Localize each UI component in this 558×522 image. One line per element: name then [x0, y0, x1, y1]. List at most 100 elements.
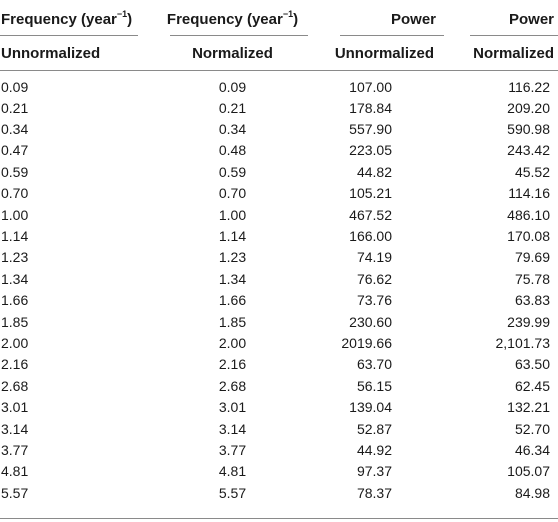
cell-frequency-normalized: 0.34: [218, 121, 247, 138]
cell-frequency-normalized: 5.57: [218, 484, 247, 501]
cell-frequency-unnormalized: 1.00: [1, 206, 29, 223]
cell-power-unnormalized: 74.19: [356, 249, 392, 266]
cell-power-unnormalized: 56.15: [356, 377, 392, 394]
cell-frequency-normalized: 1.85: [218, 313, 247, 330]
cell-frequency-normalized: 4.81: [218, 463, 247, 480]
table-row: 0.09 0.09 107.00 116.22: [0, 70, 558, 97]
cell-frequency-unnormalized: 1.85: [1, 313, 29, 330]
cell-frequency-unnormalized: 3.77: [1, 441, 29, 458]
cell-power-normalized: 84.98: [514, 484, 550, 501]
header-normalized-1: Normalized: [192, 45, 273, 62]
header-underline-1: [0, 35, 138, 36]
table-row: 0.34 0.34 557.90 590.98: [0, 118, 558, 139]
table-row: 1.66 1.66 73.76 63.83: [0, 290, 558, 311]
cell-frequency-unnormalized: 1.14: [1, 228, 29, 245]
header-underline-2: [170, 35, 308, 36]
cell-frequency-normalized: 0.21: [218, 99, 247, 116]
cell-power-normalized: 63.50: [514, 356, 550, 373]
header-power-normalized-top: Power: [508, 11, 554, 28]
cell-power-normalized: 46.34: [514, 441, 550, 458]
header-row-2: Unnormalized Normalized Unnormalized Nor…: [0, 37, 558, 70]
cell-power-normalized: 209.20: [507, 99, 550, 116]
header-row-1: Frequency (year−1) Frequency (year−1) Po…: [0, 4, 558, 37]
header-frequency-unnormalized-top: Frequency (year−1): [1, 9, 133, 29]
header-frequency-normalized-top: Frequency (year−1): [166, 9, 299, 29]
table-row: 0.59 0.59 44.82 45.52: [0, 161, 558, 182]
cell-power-unnormalized: 78.37: [356, 484, 392, 501]
cell-frequency-normalized: 3.14: [218, 420, 247, 437]
cell-frequency-unnormalized: 0.34: [1, 121, 29, 138]
cell-frequency-normalized: 0.70: [218, 185, 247, 202]
table-row: 1.00 1.00 467.52 486.10: [0, 204, 558, 225]
table-header: Frequency (year−1) Frequency (year−1) Po…: [0, 4, 558, 70]
cell-frequency-normalized: 1.14: [218, 228, 247, 245]
table-bottom-rule: [0, 518, 558, 519]
header-power-unnormalized-top: Power: [390, 11, 436, 28]
table-body: 0.09 0.09 107.00 116.22 0.21 0.21 178.84 209.20…: [0, 70, 558, 503]
table-row: 3.77 3.77 44.92 46.34: [0, 439, 558, 460]
cell-frequency-normalized: 1.00: [218, 206, 247, 223]
cell-frequency-unnormalized: 0.21: [1, 99, 29, 116]
cell-power-normalized: 114.16: [508, 185, 550, 202]
header-underline-4: [470, 35, 558, 36]
cell-power-unnormalized: 105.21: [349, 185, 392, 202]
cell-power-unnormalized: 230.60: [349, 313, 392, 330]
cell-frequency-unnormalized: 0.47: [1, 142, 29, 159]
cell-power-normalized: 62.45: [514, 377, 550, 394]
cell-power-normalized: 2,101.73: [495, 334, 551, 351]
cell-power-normalized: 52.70: [514, 420, 550, 437]
cell-power-normalized: 243.42: [507, 142, 550, 159]
cell-power-unnormalized: 557.90: [349, 121, 392, 138]
cell-frequency-normalized: 2.68: [218, 377, 247, 394]
header-normalized-2: Normalized: [473, 45, 554, 62]
cell-frequency-unnormalized: 2.00: [1, 334, 29, 351]
cell-power-unnormalized: 107.00: [349, 78, 392, 95]
table-row: 5.57 5.57 78.37 84.98: [0, 482, 558, 503]
table-row: 1.85 1.85 230.60 239.99: [0, 311, 558, 332]
table-row: 1.14 1.14 166.00 170.08: [0, 225, 558, 246]
cell-power-normalized: 75.78: [514, 270, 550, 287]
cell-frequency-normalized: 0.09: [218, 78, 247, 95]
cell-power-normalized: 239.99: [507, 313, 550, 330]
cell-frequency-unnormalized: 4.81: [1, 463, 29, 480]
cell-power-unnormalized: 467.52: [349, 206, 392, 223]
cell-frequency-normalized: 3.01: [218, 399, 247, 416]
cell-power-unnormalized: 178.84: [349, 99, 392, 116]
cell-frequency-unnormalized: 0.09: [1, 78, 29, 95]
cell-power-unnormalized: 139.04: [349, 399, 392, 416]
cell-power-normalized: 45.52: [514, 163, 550, 180]
table-row: 2.68 2.68 56.15 62.45: [0, 375, 558, 396]
cell-frequency-unnormalized: 5.57: [1, 484, 29, 501]
table-row: 4.81 4.81 97.37 105.07: [0, 461, 558, 482]
cell-frequency-normalized: 1.34: [218, 270, 247, 287]
cell-power-normalized: 486.10: [507, 206, 550, 223]
cell-power-unnormalized: 44.82: [356, 163, 392, 180]
cell-power-unnormalized: 63.70: [356, 356, 392, 373]
cell-frequency-unnormalized: 1.66: [1, 292, 29, 309]
table-row: 1.34 1.34 76.62 75.78: [0, 268, 558, 289]
cell-power-unnormalized: 97.37: [356, 463, 392, 480]
cell-power-unnormalized: 223.05: [349, 142, 392, 159]
header-underline-3: [340, 35, 444, 36]
cell-frequency-normalized: 2.00: [218, 334, 247, 351]
cell-frequency-normalized: 1.23: [218, 249, 247, 266]
cell-frequency-normalized: 0.48: [218, 142, 247, 159]
table-row: 0.21 0.21 178.84 209.20: [0, 97, 558, 118]
cell-power-normalized: 105.07: [507, 463, 550, 480]
cell-power-normalized: 132.21: [507, 399, 550, 416]
cell-power-unnormalized: 52.87: [356, 420, 392, 437]
table-row: 3.01 3.01 139.04 132.21: [0, 396, 558, 417]
cell-frequency-normalized: 1.66: [218, 292, 247, 309]
cell-power-normalized: 170.08: [507, 228, 550, 245]
table-row: 2.16 2.16 63.70 63.50: [0, 354, 558, 375]
cell-power-normalized: 116.22: [508, 78, 550, 95]
cell-frequency-unnormalized: 0.70: [1, 185, 29, 202]
cell-frequency-unnormalized: 3.01: [1, 399, 29, 416]
header-unnormalized-1: Unnormalized: [1, 45, 101, 62]
table-row: 2.00 2.00 2019.66 2,101.73: [0, 332, 558, 353]
cell-power-normalized: 590.98: [507, 121, 550, 138]
cell-frequency-unnormalized: 2.68: [1, 377, 29, 394]
cell-frequency-normalized: 0.59: [218, 163, 247, 180]
table-row: 1.23 1.23 74.19 79.69: [0, 247, 558, 268]
cell-power-unnormalized: 76.62: [356, 270, 392, 287]
